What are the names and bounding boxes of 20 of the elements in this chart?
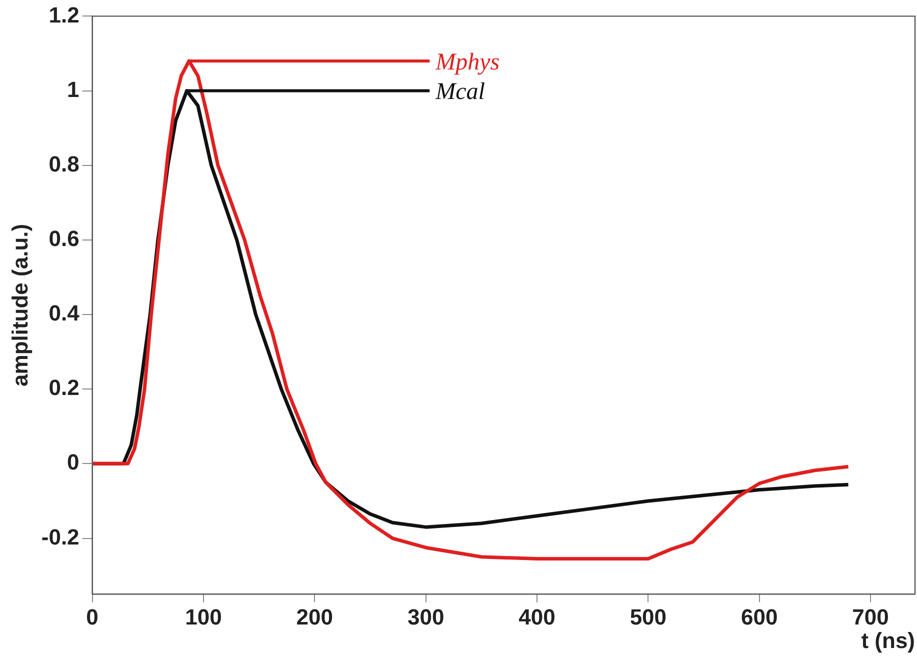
y-tick-label: 0.4 <box>48 300 80 326</box>
y-tick-label: 1.2 <box>48 2 80 28</box>
y-tick-label: 1 <box>67 76 80 102</box>
x-tick-label: 500 <box>630 604 667 630</box>
x-tick-label: 200 <box>296 604 334 630</box>
y-tick-label: 0.6 <box>48 226 80 252</box>
y-tick-label: 0 <box>67 450 80 475</box>
x-tick-label: 300 <box>407 604 444 630</box>
x-tick-label: 400 <box>518 604 556 630</box>
y-tick-label: 0.8 <box>48 151 80 176</box>
text: Mphys <box>434 49 500 76</box>
x-tick-label: 0 <box>86 604 98 630</box>
y-axis-title: amplitude (a.u.) <box>7 224 32 386</box>
x-tick-label: 600 <box>740 604 778 630</box>
text: Mcal <box>434 79 486 106</box>
y-tick-label: -0.2 <box>41 524 80 550</box>
x-tick-label: 700 <box>852 604 889 630</box>
y-tick-label: 0.2 <box>48 375 80 400</box>
x-tick-label: 100 <box>185 604 222 630</box>
x-axis-title: t (ns) <box>861 628 915 653</box>
